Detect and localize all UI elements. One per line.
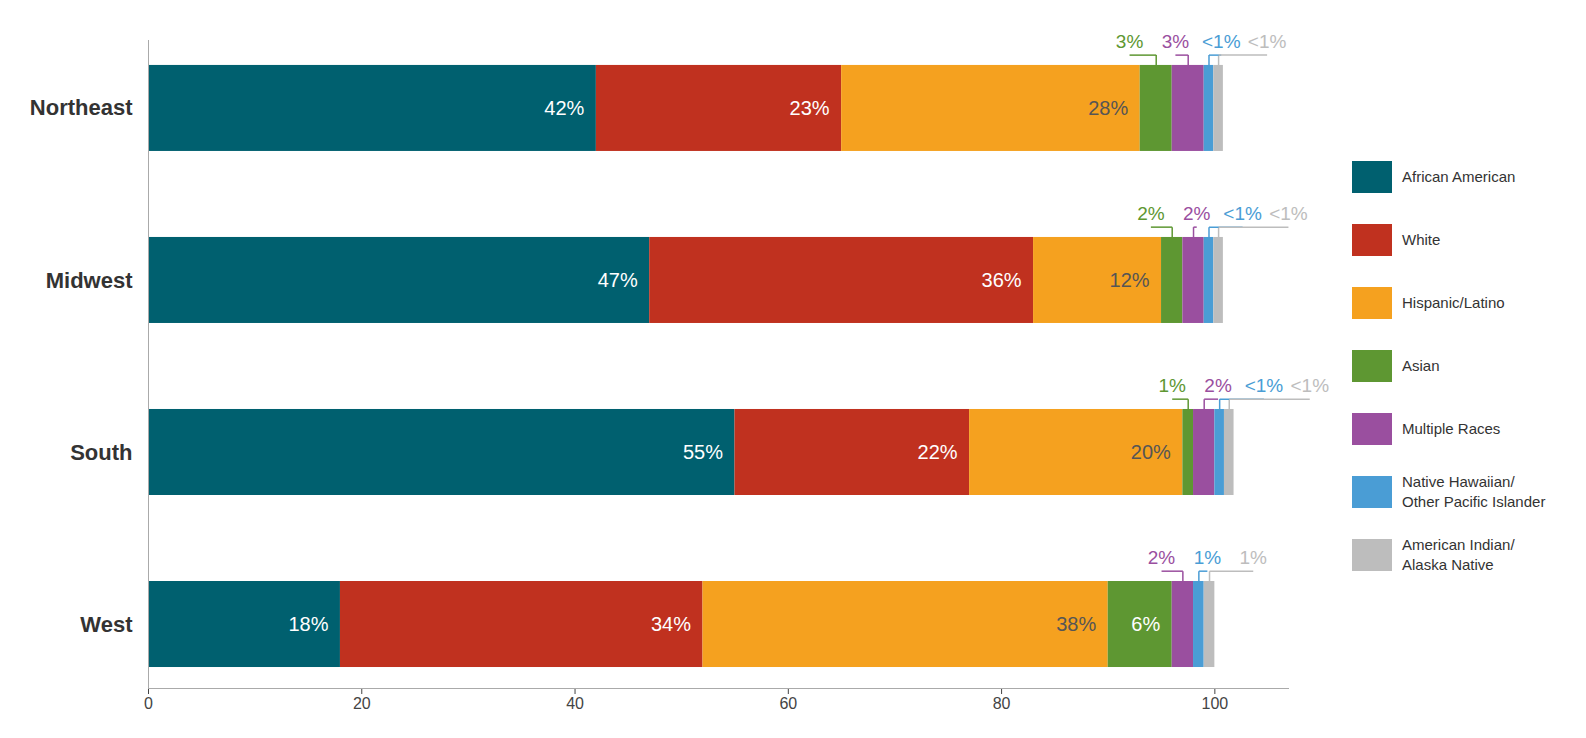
svg-text:2%: 2%	[1148, 547, 1176, 568]
html-text:White: White	[1402, 230, 1441, 248]
svg-text:2%: 2%	[1137, 203, 1165, 224]
svg-text:0: 0	[144, 695, 153, 712]
svg-text:12%: 12%	[1110, 269, 1150, 291]
svg-text:42%: 42%	[544, 97, 584, 119]
svg-text:<1%: <1%	[1202, 31, 1241, 52]
svg-text:Midwest: Midwest	[46, 268, 133, 293]
svg-text:3%: 3%	[1162, 31, 1190, 52]
html-text:Multiple Races: Multiple Races	[1402, 419, 1501, 437]
svg-text:Northeast: Northeast	[30, 95, 133, 120]
svg-text:2%: 2%	[1204, 375, 1232, 396]
html-text:American Indian/: American Indian/	[1402, 536, 1515, 553]
svg-text:18%: 18%	[288, 613, 328, 635]
svg-text:6%: 6%	[1131, 613, 1160, 635]
svg-text:20%: 20%	[1131, 441, 1171, 463]
svg-text:1%: 1%	[1194, 547, 1222, 568]
svg-text:2%: 2%	[1183, 203, 1211, 224]
html-text:African American: African American	[1402, 167, 1516, 185]
html-text:Native Hawaiian/: Native Hawaiian/	[1402, 473, 1515, 490]
svg-text:55%: 55%	[683, 441, 723, 463]
svg-text:<1%: <1%	[1248, 31, 1287, 52]
svg-text:22%: 22%	[918, 441, 958, 463]
svg-text:3%: 3%	[1116, 31, 1144, 52]
svg-text:<1%: <1%	[1269, 203, 1308, 224]
svg-text:1%: 1%	[1158, 375, 1186, 396]
svg-text:100: 100	[1202, 695, 1229, 712]
svg-text:20: 20	[353, 695, 371, 712]
svg-text:South: South	[70, 440, 132, 465]
html-text:Asian: Asian	[1402, 356, 1440, 374]
svg-text:40: 40	[566, 695, 584, 712]
html-text:Hispanic/ Latino: Hispanic/ Latino	[1402, 293, 1505, 311]
svg-text:23%: 23%	[790, 97, 830, 119]
svg-text:80: 80	[993, 695, 1011, 712]
svg-text:47%: 47%	[598, 269, 638, 291]
html-text:Alaska Native: Alaska Native	[1402, 555, 1494, 573]
svg-text:<1%: <1%	[1223, 203, 1262, 224]
svg-text:West: West	[80, 612, 133, 637]
svg-text:60: 60	[779, 695, 797, 712]
svg-text:1%: 1%	[1240, 547, 1268, 568]
svg-text:<1%: <1%	[1245, 375, 1284, 396]
svg-text:34%: 34%	[651, 613, 691, 635]
svg-text:36%: 36%	[982, 269, 1022, 291]
svg-text:<1%: <1%	[1290, 375, 1329, 396]
svg-text:28%: 28%	[1088, 97, 1128, 119]
svg-text:38%: 38%	[1056, 613, 1096, 635]
html-text:Other Pacific Islander: Other Pacific Islander	[1402, 492, 1546, 510]
